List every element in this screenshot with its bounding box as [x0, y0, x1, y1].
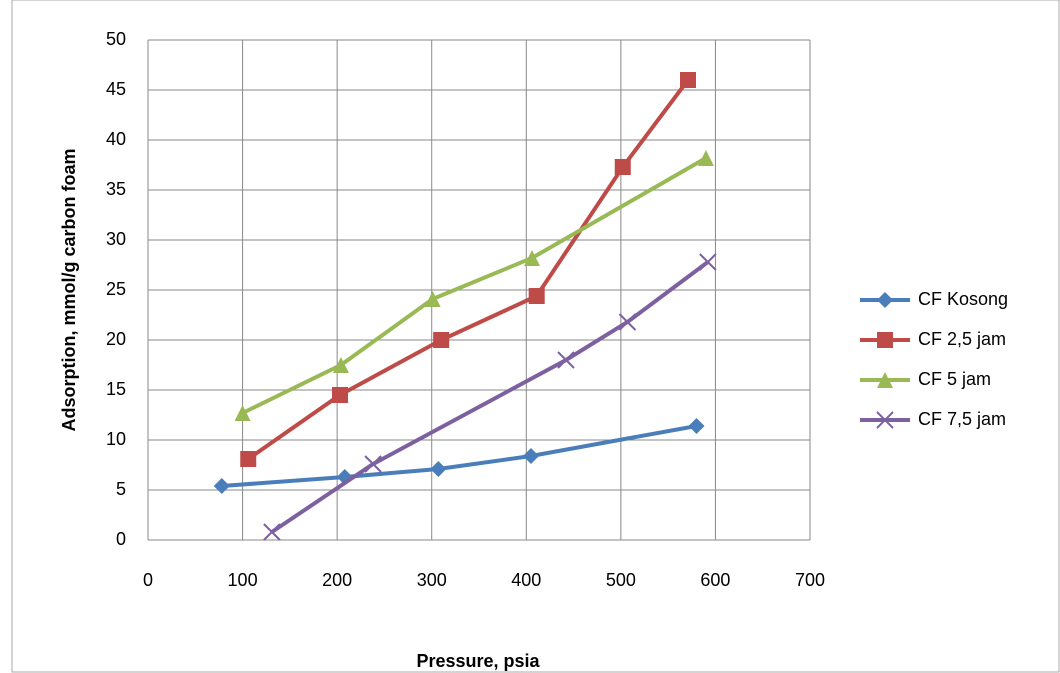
series-line: [243, 158, 706, 413]
legend-label: CF Kosong: [918, 289, 1008, 309]
y-tick-label: 40: [106, 129, 126, 149]
data-point: [240, 451, 256, 467]
data-point: [264, 524, 280, 540]
x-tick-label: 0: [143, 570, 153, 590]
legend-label: CF 2,5 jam: [918, 329, 1006, 349]
x-tick-label: 400: [511, 570, 541, 590]
y-tick-label: 10: [106, 429, 126, 449]
legend-marker: [877, 332, 893, 348]
data-point: [214, 478, 230, 494]
x-tick-label: 200: [322, 570, 352, 590]
x-axis-title: Pressure, psia: [416, 651, 540, 671]
data-point: [365, 456, 381, 472]
y-tick-label: 25: [106, 279, 126, 299]
page: {"chart_data": {"type": "scatter", "x_la…: [0, 0, 1060, 673]
y-tick-label: 15: [106, 379, 126, 399]
x-tick-label: 500: [606, 570, 636, 590]
series-line: [222, 426, 697, 486]
data-point: [523, 448, 539, 464]
series-line: [248, 80, 688, 459]
y-tick-label: 50: [106, 29, 126, 49]
data-point: [615, 159, 631, 175]
data-point: [332, 387, 348, 403]
x-tick-label: 700: [795, 570, 825, 590]
legend-label: CF 7,5 jam: [918, 409, 1006, 429]
legend-marker: [877, 292, 893, 308]
x-tick-label: 600: [700, 570, 730, 590]
data-point: [433, 332, 449, 348]
y-tick-label: 35: [106, 179, 126, 199]
data-point: [689, 418, 705, 434]
y-tick-label: 30: [106, 229, 126, 249]
data-point: [430, 461, 446, 477]
data-point: [529, 288, 545, 304]
data-point: [698, 150, 714, 166]
data-point: [425, 291, 441, 307]
y-tick-label: 20: [106, 329, 126, 349]
y-tick-label: 0: [116, 529, 126, 549]
y-tick-label: 45: [106, 79, 126, 99]
data-point: [700, 254, 716, 270]
legend-label: CF 5 jam: [918, 369, 991, 389]
chart: Pressure, psia Adsorption, mmol/g carbon…: [0, 0, 1060, 673]
y-axis-title: Adsorption, mmol/g carbon foam: [59, 148, 79, 431]
data-point: [235, 405, 251, 421]
data-point: [680, 72, 696, 88]
data-point: [619, 314, 635, 330]
x-tick-label: 300: [417, 570, 447, 590]
y-tick-label: 5: [116, 479, 126, 499]
data-point: [558, 352, 574, 368]
x-tick-label: 100: [228, 570, 258, 590]
